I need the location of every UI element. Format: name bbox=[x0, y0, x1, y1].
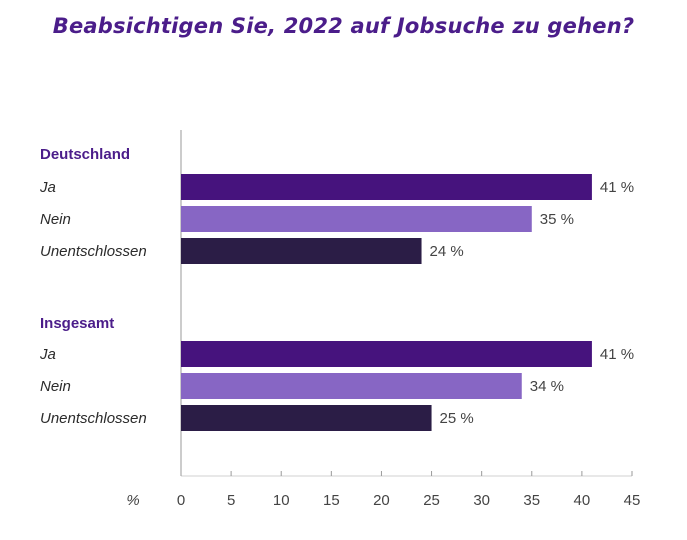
data-label: 35 % bbox=[540, 211, 574, 228]
data-label: 25 % bbox=[440, 410, 474, 427]
data-label: 41 % bbox=[600, 179, 634, 196]
x-tick-label: 25 bbox=[423, 492, 440, 509]
x-tick-label: 35 bbox=[523, 492, 540, 509]
group-label-1: Insgesamt bbox=[40, 315, 114, 332]
x-tick-label: 10 bbox=[273, 492, 290, 509]
data-label: 41 % bbox=[600, 346, 634, 363]
x-tick-label: 15 bbox=[323, 492, 340, 509]
category-label: Ja bbox=[39, 346, 56, 363]
category-label: Nein bbox=[40, 378, 71, 395]
x-tick-label: 20 bbox=[373, 492, 390, 509]
bar bbox=[181, 373, 522, 399]
group-label-0: Deutschland bbox=[40, 146, 130, 163]
category-label: Nein bbox=[40, 211, 71, 228]
bar bbox=[181, 238, 422, 264]
category-label: Unentschlossen bbox=[40, 243, 147, 260]
bar bbox=[181, 174, 592, 200]
x-tick-label: 45 bbox=[624, 492, 641, 509]
x-tick-label: 40 bbox=[574, 492, 591, 509]
x-tick-label: 30 bbox=[473, 492, 490, 509]
bar bbox=[181, 341, 592, 367]
category-label: Ja bbox=[39, 179, 56, 196]
bar bbox=[181, 206, 532, 232]
category-label: Unentschlossen bbox=[40, 410, 147, 427]
x-tick-label: 0 bbox=[177, 492, 185, 509]
bar bbox=[181, 405, 432, 431]
x-unit-label: % bbox=[126, 492, 139, 509]
chart-title: Beabsichtigen Sie, 2022 auf Jobsuche zu … bbox=[52, 14, 635, 38]
data-label: 34 % bbox=[530, 378, 564, 395]
x-tick-label: 5 bbox=[227, 492, 235, 509]
data-label: 24 % bbox=[430, 243, 464, 260]
